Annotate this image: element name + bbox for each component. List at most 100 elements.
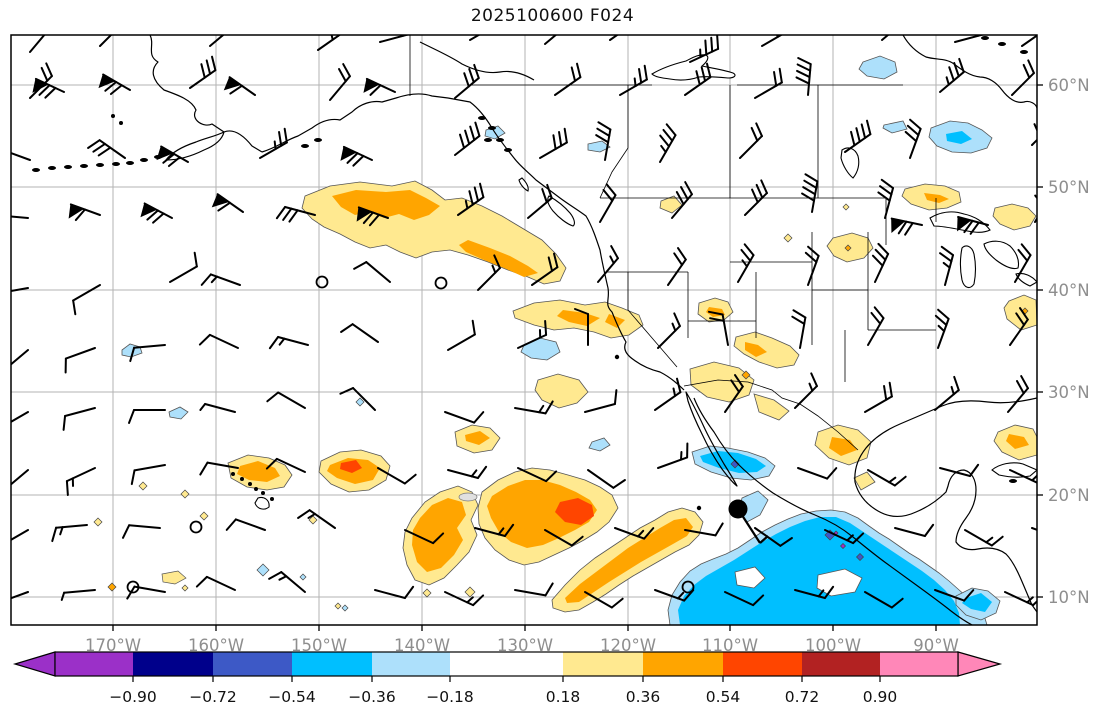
island-dot: [240, 477, 244, 481]
contour-patch-itcz-n-core: [465, 431, 490, 445]
colorbar-segment: [880, 652, 958, 676]
wind-barb: [724, 374, 744, 413]
contour-patch-nw-canada-blue: [858, 55, 898, 80]
wind-barb: [554, 62, 582, 96]
contour-patch-s-mexico-core: [1006, 434, 1029, 449]
wind-barb: [619, 64, 648, 96]
wind-barb: [864, 591, 904, 609]
wind-barb: [266, 391, 306, 409]
colorbar-tick-label: −0.18: [426, 688, 474, 706]
y-tick-label: 20°N: [1048, 486, 1090, 505]
colorbar-arrow-left: [12, 651, 56, 677]
wind-barb: [122, 524, 161, 539]
wind-barb: [939, 57, 965, 93]
wind-barb: [225, 518, 266, 531]
contour-gray-hole: [458, 492, 478, 502]
wind-barb: [724, 591, 765, 607]
contour-speck: [783, 233, 793, 243]
contour-speck: [107, 582, 117, 592]
colorbar-outline: [54, 651, 959, 677]
contour-patch-plains-2: [992, 203, 1037, 231]
wind-barb: [297, 509, 336, 529]
wind-barb: [1009, 469, 1037, 485]
wind-barb: [140, 202, 173, 224]
contour-patch-ca-offshore-blue: [520, 337, 561, 361]
wind-barb: [539, 127, 568, 159]
wind-barb: [761, 35, 790, 47]
contour-patch-itcz-w-core: [412, 498, 466, 572]
islet: [32, 168, 40, 172]
contour-patch-california-core2: [605, 314, 625, 328]
contour-patch-midpac-red: [340, 460, 362, 473]
contour-patch-epac-blue-inner: [678, 517, 960, 625]
wind-barb: [11, 469, 29, 491]
wind-barb: [259, 127, 288, 159]
border-path: [599, 85, 629, 199]
islet: [96, 163, 104, 167]
wind-barb: [671, 181, 693, 219]
coastline-path: [693, 397, 974, 625]
colorbar-segment: [563, 652, 643, 676]
islet: [1020, 50, 1028, 54]
lake-outline: [991, 462, 1037, 478]
islet: [80, 164, 88, 168]
coastline-path: [419, 41, 535, 81]
wind-barb: [447, 465, 488, 480]
colorbar-tick-label: −0.72: [189, 688, 237, 706]
contour-speck: [840, 543, 846, 549]
lake-outline: [840, 147, 860, 179]
x-tick-label: 170°W: [85, 636, 141, 655]
point-marker-dot: [696, 505, 702, 511]
contour-speck: [180, 489, 190, 499]
wind-barb: [864, 381, 893, 413]
wind-barb: [29, 35, 51, 53]
islet: [981, 36, 989, 40]
contour-patch-itcz-e-core: [565, 518, 693, 603]
island-dot: [254, 487, 258, 491]
contour-patch-bc-lake-blue: [587, 140, 611, 153]
colorbar-tick-label: −0.54: [268, 688, 316, 706]
wind-barb: [1007, 375, 1029, 413]
contour-speck: [334, 602, 342, 610]
wind-barb: [517, 320, 548, 349]
wind-barb: [32, 77, 65, 99]
wind-barb: [454, 63, 480, 99]
wind-barb: [1004, 591, 1037, 607]
wind-barb: [934, 589, 975, 602]
islet: [478, 116, 486, 120]
wind-barb: [739, 122, 763, 159]
wind-barb: [457, 182, 485, 216]
wind-barb: [477, 254, 501, 291]
wind-barb: [377, 467, 417, 485]
contour-patch-ne-pacific-band-core2: [459, 240, 538, 277]
wind-barb: [126, 585, 166, 600]
coastline-path: [261, 93, 685, 391]
contour-patch-itcz-main-core: [487, 480, 597, 548]
islet: [64, 165, 72, 169]
contour-patch-new-mexico: [733, 331, 800, 369]
colorbar-segment: [450, 652, 563, 676]
wind-barb: [404, 529, 445, 545]
x-tick-label: 100°W: [805, 636, 861, 655]
x-tick-label: 110°W: [702, 636, 758, 655]
contour-speck: [93, 517, 103, 527]
lake-outline: [1015, 272, 1037, 287]
wind-barb: [265, 457, 306, 473]
wind-barb: [871, 242, 890, 283]
wind-barb: [447, 319, 476, 351]
lake-outline: [518, 177, 529, 192]
border-path: [627, 272, 678, 368]
colorbar-segment: [372, 652, 450, 676]
coastline-path: [165, 131, 225, 161]
wind-barb: [454, 121, 481, 156]
coastline-path: [902, 35, 1037, 109]
contour-patch-border-az-arm: [753, 393, 790, 421]
contour-speck: [181, 584, 189, 592]
x-tick-label: 120°W: [600, 636, 656, 655]
wind-barb: [824, 529, 865, 545]
plot-frame: [10, 34, 1038, 626]
wind-barb: [268, 335, 309, 350]
contour-patch-small-yellow: [161, 570, 187, 585]
wind-barb: [87, 139, 126, 159]
